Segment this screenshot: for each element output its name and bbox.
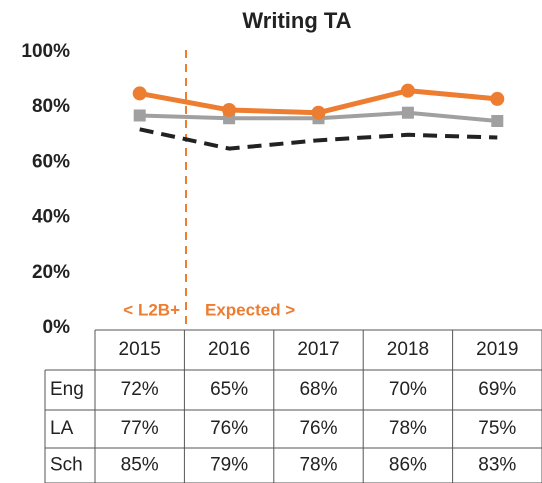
data-label: 69% bbox=[478, 379, 516, 400]
data-label: 77% bbox=[121, 418, 159, 439]
data-label: 85% bbox=[121, 455, 159, 476]
y-tick-label: 20% bbox=[32, 262, 70, 283]
marker bbox=[400, 83, 415, 98]
data-label: 68% bbox=[299, 379, 337, 400]
x-tick-label: 2015 bbox=[119, 339, 161, 360]
data-label: 86% bbox=[389, 455, 427, 476]
data-label: 78% bbox=[389, 418, 427, 439]
x-tick-label: 2019 bbox=[476, 339, 518, 360]
marker bbox=[132, 86, 147, 101]
marker bbox=[491, 115, 504, 127]
marker bbox=[133, 109, 146, 122]
x-tick-label: 2016 bbox=[208, 339, 250, 360]
y-tick-label: 40% bbox=[32, 207, 70, 228]
data-label: 75% bbox=[478, 418, 516, 439]
data-label: 72% bbox=[121, 379, 159, 400]
data-label: 76% bbox=[299, 418, 337, 439]
marker bbox=[222, 102, 237, 117]
x-tick-label: 2017 bbox=[297, 339, 339, 360]
data-label: 83% bbox=[478, 455, 516, 476]
marker bbox=[311, 105, 326, 120]
row-label: LA bbox=[50, 418, 74, 439]
data-label: 76% bbox=[210, 418, 248, 439]
row-label: Eng bbox=[50, 379, 84, 400]
annotation: < L2B+ bbox=[123, 300, 180, 319]
data-label: 79% bbox=[210, 455, 248, 476]
marker bbox=[401, 106, 414, 119]
data-label: 78% bbox=[299, 455, 337, 476]
data-label: 70% bbox=[389, 379, 427, 400]
x-tick-label: 2018 bbox=[387, 339, 429, 360]
marker bbox=[490, 91, 505, 106]
row-label: Sch bbox=[50, 455, 83, 476]
y-tick-label: 100% bbox=[21, 41, 70, 62]
series-line bbox=[139, 127, 498, 151]
y-tick-label: 60% bbox=[32, 151, 70, 172]
annotation: Expected > bbox=[205, 300, 295, 319]
data-label: 65% bbox=[210, 379, 248, 400]
chart-title: Writing TA bbox=[242, 8, 351, 33]
y-tick-label: 80% bbox=[32, 96, 70, 117]
y-tick-label: 0% bbox=[43, 317, 71, 338]
